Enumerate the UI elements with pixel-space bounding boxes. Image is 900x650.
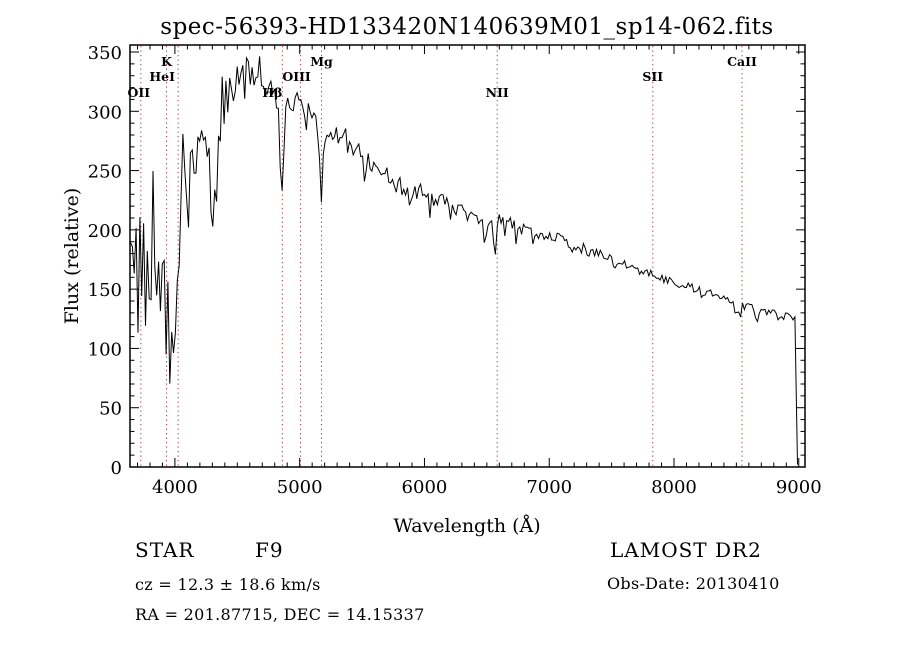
x-tick-label: 9000 <box>776 477 822 498</box>
survey-text: LAMOST DR2 <box>610 538 762 562</box>
spectrum-series <box>130 56 798 465</box>
x-tick-label: 4000 <box>152 477 198 498</box>
y-tick-label: 200 <box>88 221 122 242</box>
spectrum-trace <box>130 56 798 465</box>
obs-date-text: Obs-Date: 20130410 <box>607 574 780 593</box>
y-tick-label: 300 <box>88 102 122 123</box>
x-tick-label: 7000 <box>526 477 572 498</box>
spectral-line-label: SII <box>642 69 663 84</box>
x-tick-label: 5000 <box>277 477 323 498</box>
y-tick-label: 350 <box>88 43 122 64</box>
axes: 4000 5000 6000 7000 8000 9000 0 50 100 150 200 250 3… <box>88 43 822 498</box>
spectral-line-label: CaII <box>727 54 757 69</box>
y-tick-label: 0 <box>111 458 122 479</box>
spectral-line-label: Mg <box>310 54 333 69</box>
spectral-line-label: OIII <box>282 69 311 84</box>
subclass-text: F9 <box>255 538 284 562</box>
y-tick-label: 50 <box>99 399 122 420</box>
spectral-line-label: NII <box>486 85 509 100</box>
x-tick-label: 6000 <box>402 477 448 498</box>
spectral-line-label: K <box>161 54 173 69</box>
x-tick-label: 8000 <box>651 477 697 498</box>
cz-text: cz = 12.3 ± 18.6 km/s <box>135 575 321 594</box>
coords-text: RA = 201.87715, DEC = 14.15337 <box>135 605 425 624</box>
x-axis-label: Wavelength (Å) <box>393 515 540 537</box>
y-tick-label: 100 <box>88 339 122 360</box>
plot-title: spec-56393-HD133420N140639M01_sp14-062.f… <box>160 14 773 40</box>
y-tick-label: 150 <box>88 280 122 301</box>
y-tick-label: 250 <box>88 162 122 183</box>
spectral-line-label: HeI <box>149 69 175 84</box>
plot-frame <box>129 44 806 468</box>
classification-text: STAR <box>135 538 194 562</box>
spectral-line-label: OII <box>128 85 151 100</box>
y-axis-label: Flux (relative) <box>61 188 83 325</box>
